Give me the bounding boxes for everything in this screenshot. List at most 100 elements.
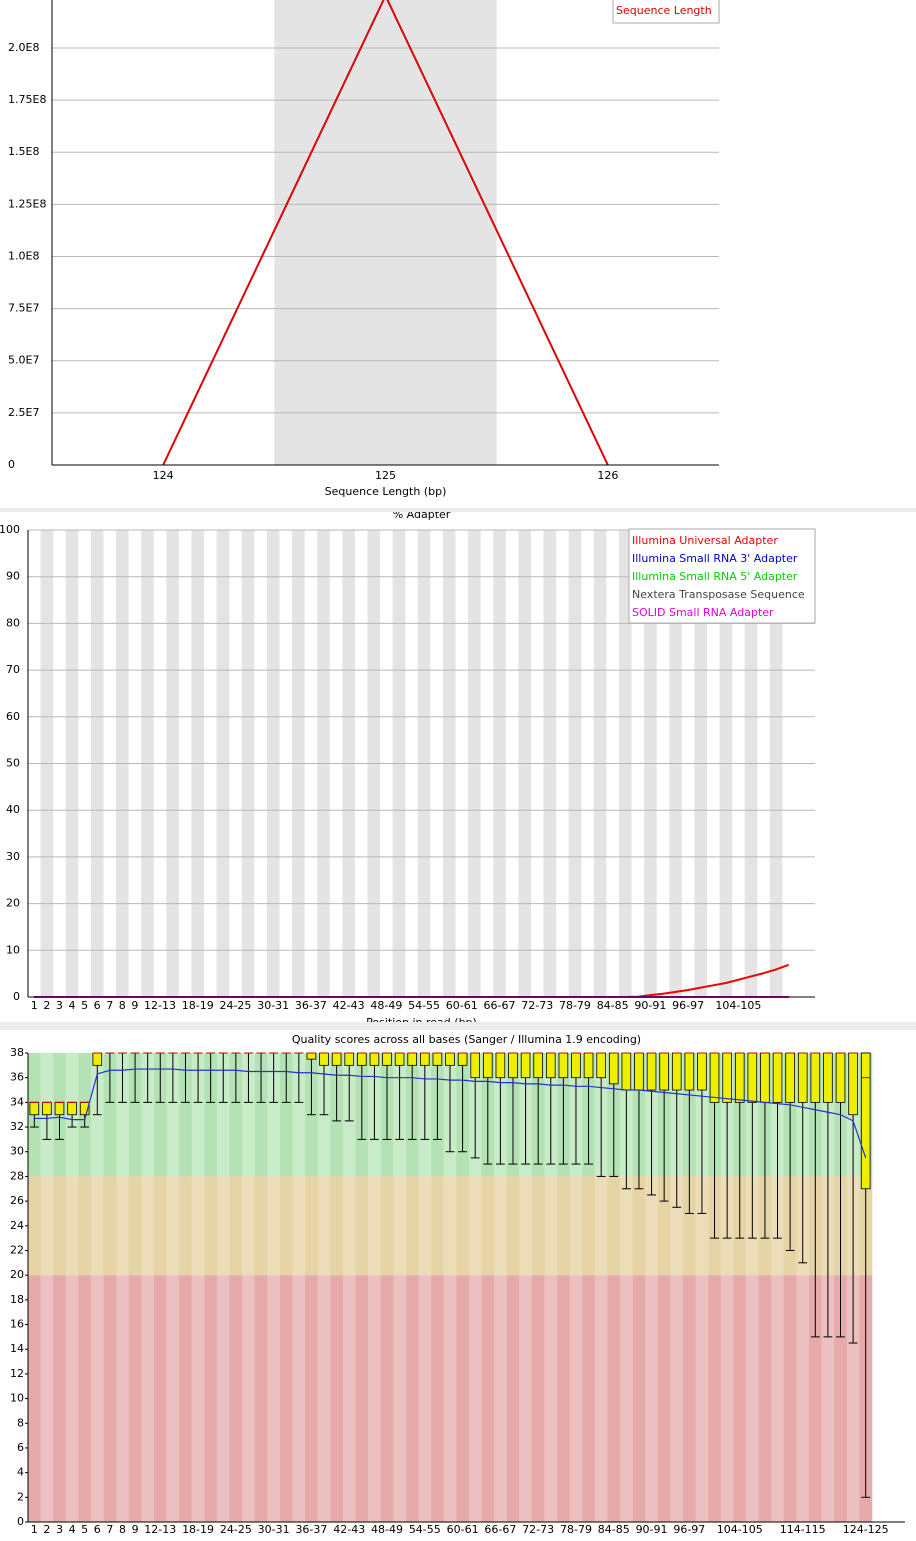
- zone-stripe: [103, 1275, 117, 1522]
- zone-stripe: [582, 1275, 596, 1522]
- x-tick-label: 18-19: [182, 999, 214, 1012]
- zone-stripe: [456, 1275, 470, 1522]
- zone-stripe: [468, 1176, 482, 1276]
- zone-stripe: [267, 1053, 281, 1177]
- legend-box: [612, 0, 720, 24]
- zone-stripe: [191, 1053, 205, 1177]
- zone-stripe: [481, 1176, 495, 1276]
- zone-stripe: [292, 1176, 306, 1276]
- zone-stripe: [393, 1176, 407, 1276]
- zone-stripe: [582, 1176, 596, 1276]
- chart-title: % Adapter: [393, 512, 451, 521]
- zone-stripe: [292, 1275, 306, 1522]
- series-line: [162, 0, 609, 466]
- x-tick-label: 104-105: [715, 999, 761, 1012]
- zone-stripe: [594, 1275, 608, 1522]
- legend-entry: Sequence Length: [616, 4, 712, 17]
- separator: [0, 1022, 916, 1030]
- y-tick-label: 16: [10, 1318, 24, 1331]
- y-tick-label: 40: [6, 803, 20, 816]
- y-tick-label: 38: [10, 1046, 24, 1059]
- zone-stripe: [355, 1275, 369, 1522]
- zone-stripe: [254, 1176, 268, 1276]
- box: [545, 1052, 556, 1079]
- zone-stripe: [166, 1053, 180, 1177]
- box: [823, 1052, 833, 1103]
- box: [659, 1052, 669, 1091]
- zone-stripe: [746, 1275, 759, 1522]
- box: [747, 1052, 758, 1103]
- zone-stripe: [657, 1275, 671, 1522]
- zone-stripe: [116, 1053, 130, 1177]
- x-tick-label: 18-19: [182, 1523, 214, 1536]
- zone-stripe: [191, 1176, 205, 1276]
- box: [357, 1052, 367, 1066]
- box: [634, 1052, 644, 1091]
- zone-stripe: [494, 1176, 507, 1276]
- zone-stripe: [242, 1053, 256, 1177]
- zone-stripe: [695, 1275, 709, 1522]
- x-tick-label: 24-25: [220, 1523, 252, 1536]
- x-tick-label: 48-49: [371, 1523, 403, 1536]
- chart-title: Quality scores across all bases (Sanger …: [292, 1033, 641, 1046]
- y-tick-label: 10: [10, 1392, 24, 1405]
- y-tick-label: 30: [6, 850, 20, 863]
- zone-stripe: [216, 1176, 230, 1276]
- legend-entry: Illumina Small RNA 3' Adapter: [632, 552, 798, 565]
- y-tick-label: 30: [10, 1145, 24, 1158]
- y-tick-label: 1.0E8: [8, 249, 39, 262]
- zone-stripe: [620, 1176, 633, 1276]
- y-tick-label: 2.5E7: [8, 406, 39, 419]
- x-tick-label: 12-13: [144, 1523, 176, 1536]
- x-tick-label: 4: [69, 1523, 76, 1536]
- x-tick-label: 36-37: [295, 999, 327, 1012]
- y-tick-label: 28: [10, 1169, 24, 1182]
- x-tick-label: 6: [94, 999, 101, 1012]
- y-tick-label: 4: [17, 1466, 24, 1479]
- box: [445, 1052, 455, 1066]
- zone-stripe: [632, 1176, 646, 1276]
- x-tick-label: 125: [375, 469, 396, 482]
- box: [596, 1052, 606, 1079]
- zone-stripe: [254, 1275, 268, 1522]
- zone-stripe: [544, 1176, 558, 1276]
- zone-stripe: [242, 1275, 256, 1522]
- zone-stripe: [557, 1275, 570, 1522]
- zone-stripe: [28, 1176, 41, 1276]
- x-tick-label: 1: [31, 999, 38, 1012]
- legend-entry: Illumina Small RNA 5' Adapter: [632, 570, 798, 583]
- zone-stripe: [607, 1176, 621, 1276]
- zone-stripe: [191, 1275, 205, 1522]
- zone-stripe: [393, 1275, 407, 1522]
- zone-stripe: [380, 1176, 394, 1276]
- y-tick-label: 1.25E8: [8, 197, 46, 210]
- x-tick-label: 30-31: [258, 1523, 290, 1536]
- box: [760, 1052, 770, 1103]
- zone-stripe: [40, 1176, 54, 1276]
- x-tick-label: 42-43: [333, 1523, 365, 1536]
- zone-stripe: [330, 1176, 344, 1276]
- zone-stripe: [153, 1275, 167, 1522]
- x-tick-label: 24-25: [219, 999, 251, 1012]
- box: [42, 1101, 52, 1116]
- legend-entry: Illumina Universal Adapter: [632, 534, 778, 547]
- zone-stripe: [229, 1176, 243, 1276]
- box: [508, 1052, 518, 1079]
- box: [684, 1052, 695, 1091]
- x-axis-label: Sequence Length (bp): [325, 485, 447, 498]
- zone-stripe: [632, 1275, 646, 1522]
- y-tick-label: 50: [6, 757, 20, 770]
- x-tick-label: 72-73: [522, 1523, 554, 1536]
- zone-stripe: [305, 1176, 319, 1276]
- zone-stripe: [796, 1275, 810, 1522]
- x-tick-label: 5: [81, 999, 88, 1012]
- zone-stripe: [695, 1176, 709, 1276]
- x-tick-label: 1: [31, 1523, 38, 1536]
- y-tick-label: 34: [10, 1095, 24, 1108]
- box: [860, 1052, 871, 1190]
- x-tick-label: 104-105: [717, 1523, 763, 1536]
- mean-line: [34, 1068, 867, 1159]
- zone-stripe: [431, 1275, 445, 1522]
- box: [306, 1052, 317, 1060]
- zone-stripe: [846, 1275, 860, 1522]
